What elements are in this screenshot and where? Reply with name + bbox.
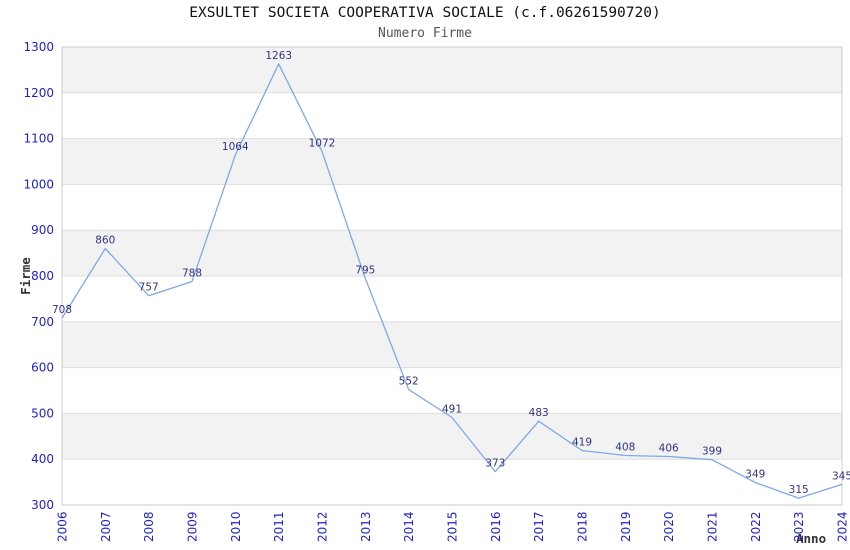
plot-band	[62, 230, 842, 276]
point-label: 406	[659, 443, 679, 455]
data-line	[61, 63, 843, 499]
x-tick-label: 2016	[489, 511, 503, 542]
y-tick-label: 900	[31, 223, 54, 237]
x-tick-label: 2017	[532, 511, 546, 542]
point-label: 419	[572, 437, 592, 449]
point-label: 788	[182, 268, 202, 280]
y-tick-label: 1100	[23, 132, 54, 146]
point-label: 373	[485, 458, 505, 470]
chart-subtitle: Numero Firme	[378, 26, 472, 41]
y-tick-label: 600	[31, 361, 54, 375]
point-label: 349	[745, 469, 765, 481]
plot-band	[62, 184, 842, 231]
y-tick-label: 700	[31, 315, 54, 329]
x-tick-label: 2020	[662, 511, 676, 542]
point-label: 345	[832, 470, 850, 482]
point-label: 1263	[265, 50, 292, 62]
y-tick-label: 500	[31, 406, 54, 420]
x-tick-label: 2024	[836, 511, 850, 542]
x-tick-label: 2009	[186, 511, 200, 542]
plot-band	[62, 413, 842, 460]
x-tick-label: 2010	[229, 511, 243, 542]
x-tick-label: 2012	[316, 511, 330, 542]
point-label: 757	[139, 282, 159, 294]
point-label: 483	[529, 407, 549, 419]
y-tick-label: 1000	[23, 177, 54, 191]
x-tick-label: 2008	[142, 511, 156, 542]
x-tick-label: 2014	[402, 511, 416, 542]
plot-band	[62, 92, 842, 139]
x-axis-title: Anno	[796, 531, 827, 546]
point-label: 708	[52, 304, 72, 316]
x-tick-label: 2023	[792, 511, 806, 542]
plot-band	[62, 138, 842, 185]
y-tick-label: 1200	[23, 86, 54, 100]
plot-border	[61, 46, 843, 506]
point-label: 399	[702, 446, 722, 458]
x-tick-label: 2015	[446, 511, 460, 542]
point-label: 1072	[309, 137, 336, 149]
plot-band	[62, 459, 842, 505]
plot-band	[62, 367, 842, 414]
x-tick-label: 2022	[749, 511, 763, 542]
x-tick-label: 2013	[359, 511, 373, 542]
point-label: 1064	[222, 141, 249, 153]
chart-title: EXSULTET SOCIETA COOPERATIVA SOCIALE (c.…	[189, 5, 661, 21]
x-tick-label: 2006	[56, 511, 70, 542]
point-label: 315	[789, 484, 809, 496]
y-tick-label: 300	[31, 498, 54, 512]
point-label: 491	[442, 404, 462, 416]
y-tick-label: 1300	[23, 40, 54, 54]
point-label: 552	[399, 376, 419, 388]
x-tick-label: 2011	[272, 511, 286, 542]
plot-band	[62, 276, 842, 322]
plot-band	[62, 321, 842, 368]
x-tick-label: 2018	[576, 511, 590, 542]
y-tick-label: 400	[31, 452, 54, 466]
point-label: 408	[615, 442, 635, 454]
x-tick-label: 2021	[706, 511, 720, 542]
y-tick-label: 800	[31, 269, 54, 283]
x-tick-label: 2019	[619, 511, 633, 542]
point-label: 795	[355, 264, 375, 276]
plot-band	[62, 47, 842, 93]
point-label: 860	[95, 235, 115, 247]
x-tick-label: 2007	[99, 511, 113, 542]
